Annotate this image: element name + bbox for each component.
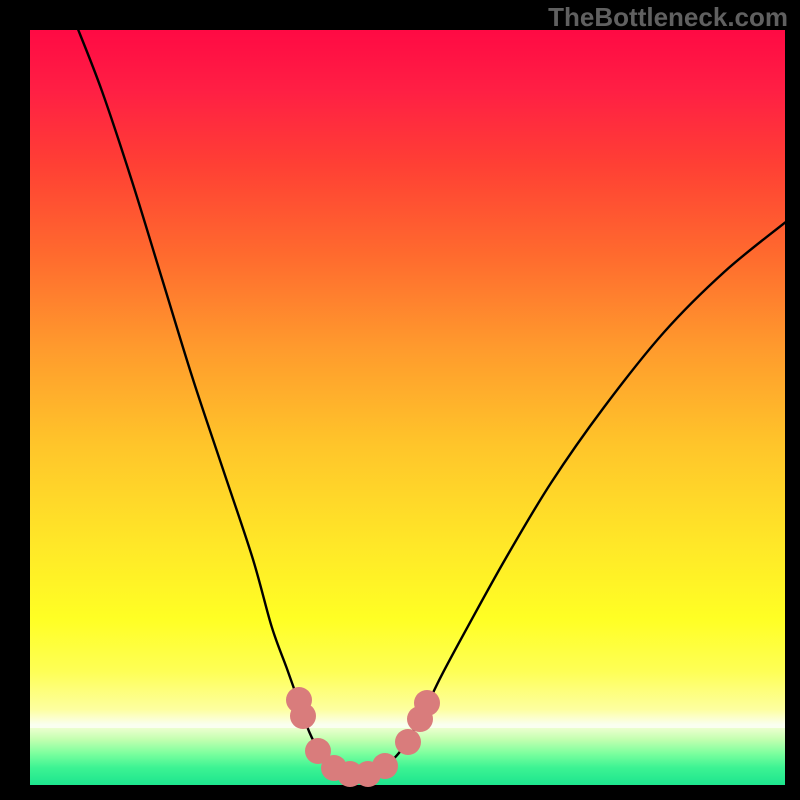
data-marker bbox=[290, 703, 316, 729]
watermark-text: TheBottleneck.com bbox=[548, 2, 788, 33]
data-marker bbox=[395, 729, 421, 755]
chart-canvas: TheBottleneck.com bbox=[0, 0, 800, 800]
data-marker bbox=[372, 753, 398, 779]
data-marker bbox=[414, 690, 440, 716]
plot-area bbox=[30, 30, 785, 785]
markers-layer bbox=[30, 30, 785, 785]
